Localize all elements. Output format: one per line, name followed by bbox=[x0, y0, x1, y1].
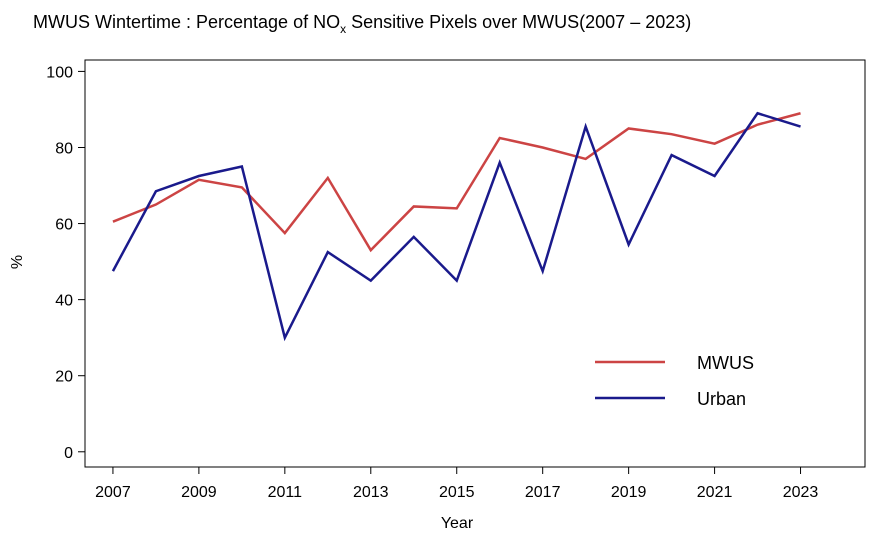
title-sub: x bbox=[340, 22, 346, 36]
y-tick-label: 0 bbox=[64, 445, 73, 462]
y-tick-label: 20 bbox=[55, 369, 73, 386]
x-tick-label: 2007 bbox=[95, 484, 131, 501]
y-axis-label: % bbox=[9, 255, 26, 269]
series-line bbox=[112, 112, 801, 253]
x-tick-label: 2021 bbox=[697, 484, 733, 501]
x-tick-label: 2017 bbox=[525, 484, 561, 501]
title-main: MWUS Wintertime : Percentage of NO bbox=[33, 12, 340, 32]
series-line bbox=[111, 111, 801, 342]
y-tick-label: 80 bbox=[55, 140, 73, 157]
x-tick-label: 2013 bbox=[353, 484, 389, 501]
plot-frame bbox=[84, 59, 866, 468]
x-axis-label: Year bbox=[441, 515, 474, 532]
x-tick-label: 2019 bbox=[611, 484, 647, 501]
title-rest: Sensitive Pixels over MWUS(2007 – 2023) bbox=[346, 12, 691, 32]
y-tick-label: 40 bbox=[55, 293, 73, 310]
y-tick-label: 60 bbox=[55, 217, 73, 234]
x-tick-label: 2023 bbox=[783, 484, 819, 501]
x-tick-label: 2011 bbox=[268, 484, 303, 501]
chart-title: MWUS Wintertime : Percentage of NOx Sens… bbox=[33, 12, 691, 36]
y-tick-label: 100 bbox=[46, 64, 73, 81]
legend-label: Urban bbox=[697, 389, 746, 409]
legend-label: MWUS bbox=[697, 353, 754, 373]
x-tick-label: 2015 bbox=[439, 484, 475, 501]
x-tick-label: 2009 bbox=[181, 484, 217, 501]
